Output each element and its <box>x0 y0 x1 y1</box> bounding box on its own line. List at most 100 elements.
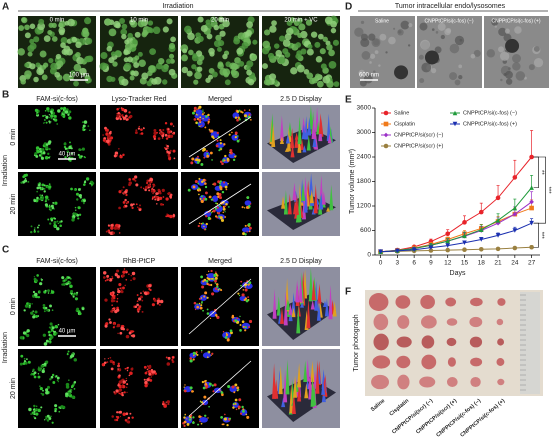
dot <box>248 326 251 329</box>
dot <box>168 191 171 195</box>
dot <box>167 147 169 150</box>
dot <box>232 406 235 409</box>
dot <box>30 231 33 233</box>
organelle <box>454 35 465 46</box>
dot <box>159 132 163 136</box>
dot <box>112 362 116 366</box>
dot <box>64 147 68 150</box>
dot <box>204 185 208 189</box>
dot <box>119 331 123 335</box>
dot <box>49 335 54 339</box>
dot <box>42 304 46 307</box>
cell <box>21 17 28 24</box>
dot <box>43 187 46 190</box>
dot <box>221 393 224 397</box>
group-label: CNPPtCP/si(c-fos) (+) <box>459 398 506 437</box>
dot <box>35 155 39 158</box>
dot <box>37 408 41 413</box>
dot <box>107 224 110 227</box>
dot <box>226 423 229 427</box>
dot <box>208 118 211 121</box>
spike <box>306 135 311 151</box>
dot <box>196 122 199 125</box>
dot <box>104 324 108 328</box>
dot <box>65 392 69 396</box>
tumor <box>496 358 505 366</box>
dot <box>232 403 235 406</box>
dot <box>69 159 72 162</box>
cell <box>181 54 189 62</box>
tumor <box>397 374 410 390</box>
dot <box>192 416 195 419</box>
dot <box>106 139 110 144</box>
dot <box>208 278 211 281</box>
spike <box>293 374 298 398</box>
dot <box>234 131 238 135</box>
cell <box>326 44 333 51</box>
series-line <box>380 207 532 253</box>
dot <box>33 229 36 231</box>
dot <box>39 150 42 153</box>
dot <box>224 154 227 158</box>
organelle <box>470 53 476 59</box>
series-line <box>380 246 532 253</box>
dot <box>146 368 149 371</box>
cell <box>55 53 62 60</box>
spike <box>278 365 283 395</box>
dot <box>125 271 128 274</box>
cell <box>196 66 203 72</box>
dot <box>36 190 39 193</box>
cell <box>298 23 306 31</box>
dot <box>40 406 43 409</box>
dot <box>202 280 205 283</box>
dot <box>206 282 209 286</box>
dot <box>109 139 112 142</box>
dot <box>234 135 237 139</box>
spike <box>310 376 315 407</box>
dot <box>203 295 206 298</box>
dot <box>166 213 168 215</box>
cell <box>315 55 323 63</box>
data-point <box>529 244 534 250</box>
cell <box>54 71 61 78</box>
cell <box>229 62 237 70</box>
column-label: Lyso-Tracker Red <box>111 96 166 103</box>
cell <box>84 17 92 25</box>
cell <box>307 44 313 50</box>
dot <box>242 408 245 411</box>
spike <box>328 284 333 320</box>
dot <box>118 392 121 395</box>
cell <box>278 35 286 42</box>
dot <box>71 293 75 297</box>
dot <box>160 131 163 133</box>
dot <box>147 183 151 188</box>
dot <box>128 273 130 276</box>
dot <box>130 274 133 277</box>
dot <box>123 382 125 384</box>
cell <box>322 36 328 42</box>
dot <box>77 153 80 157</box>
cell <box>158 57 165 65</box>
dot <box>75 293 78 296</box>
cell <box>106 45 113 52</box>
dot <box>42 389 44 392</box>
dot <box>34 292 38 297</box>
dot <box>125 412 129 416</box>
dot <box>218 182 222 185</box>
dot <box>230 331 233 335</box>
significance-bracket <box>533 222 539 248</box>
cell <box>47 30 53 36</box>
dot <box>125 193 128 197</box>
organelle <box>458 75 463 80</box>
legend-label: CNPPtCP/si(c-fos) (−) <box>463 110 517 116</box>
dot <box>216 139 219 142</box>
cell <box>41 74 48 81</box>
dot <box>73 358 78 362</box>
cell <box>38 18 45 25</box>
dot <box>114 151 119 155</box>
x-tick-label: 27 <box>528 260 536 267</box>
dot <box>147 186 150 189</box>
tumor <box>421 335 435 349</box>
dot <box>134 305 138 309</box>
dot <box>43 368 45 370</box>
